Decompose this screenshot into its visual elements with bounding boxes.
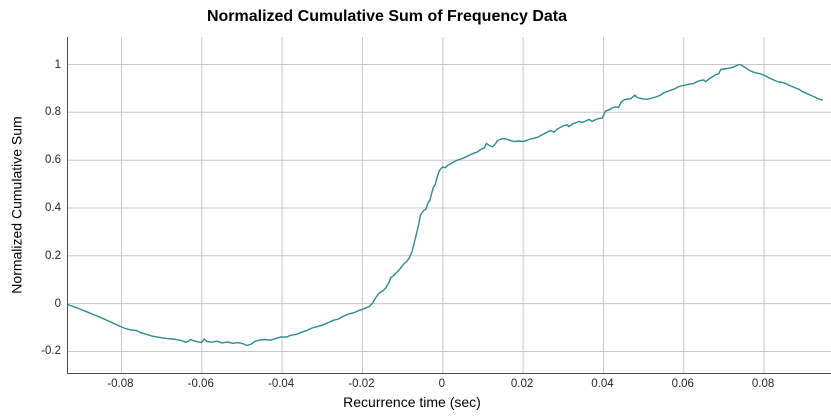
plot-canvas	[68, 37, 831, 373]
y-tick-label: 0.8	[45, 106, 61, 119]
x-tick-label: -0.06	[187, 378, 214, 390]
chart-title: Normalized Cumulative Sum of Frequency D…	[206, 8, 568, 25]
y-tick-label: -0.2	[41, 345, 61, 358]
x-tick-label: 0	[438, 378, 445, 390]
data-line	[68, 63, 824, 347]
plot-area	[67, 37, 831, 374]
x-tick-label: -0.02	[348, 378, 375, 390]
y-tick-label: 0	[54, 297, 61, 310]
x-tick-label: -0.04	[267, 378, 295, 390]
x-tick-label: 0.08	[751, 378, 775, 390]
x-tick-label: 0.06	[671, 378, 694, 390]
x-tick-label: -0.08	[107, 378, 134, 390]
x-tick-label: 0.02	[510, 378, 534, 390]
y-tick-label: 1	[54, 58, 61, 71]
y-tick-label: 0.2	[45, 249, 61, 262]
y-tick-label: 0.4	[45, 201, 61, 214]
y-tick-label: 0.6	[45, 154, 61, 167]
x-tick-label: 0.04	[591, 378, 614, 390]
x-axis-label: Recurrence time (sec)	[343, 394, 481, 410]
